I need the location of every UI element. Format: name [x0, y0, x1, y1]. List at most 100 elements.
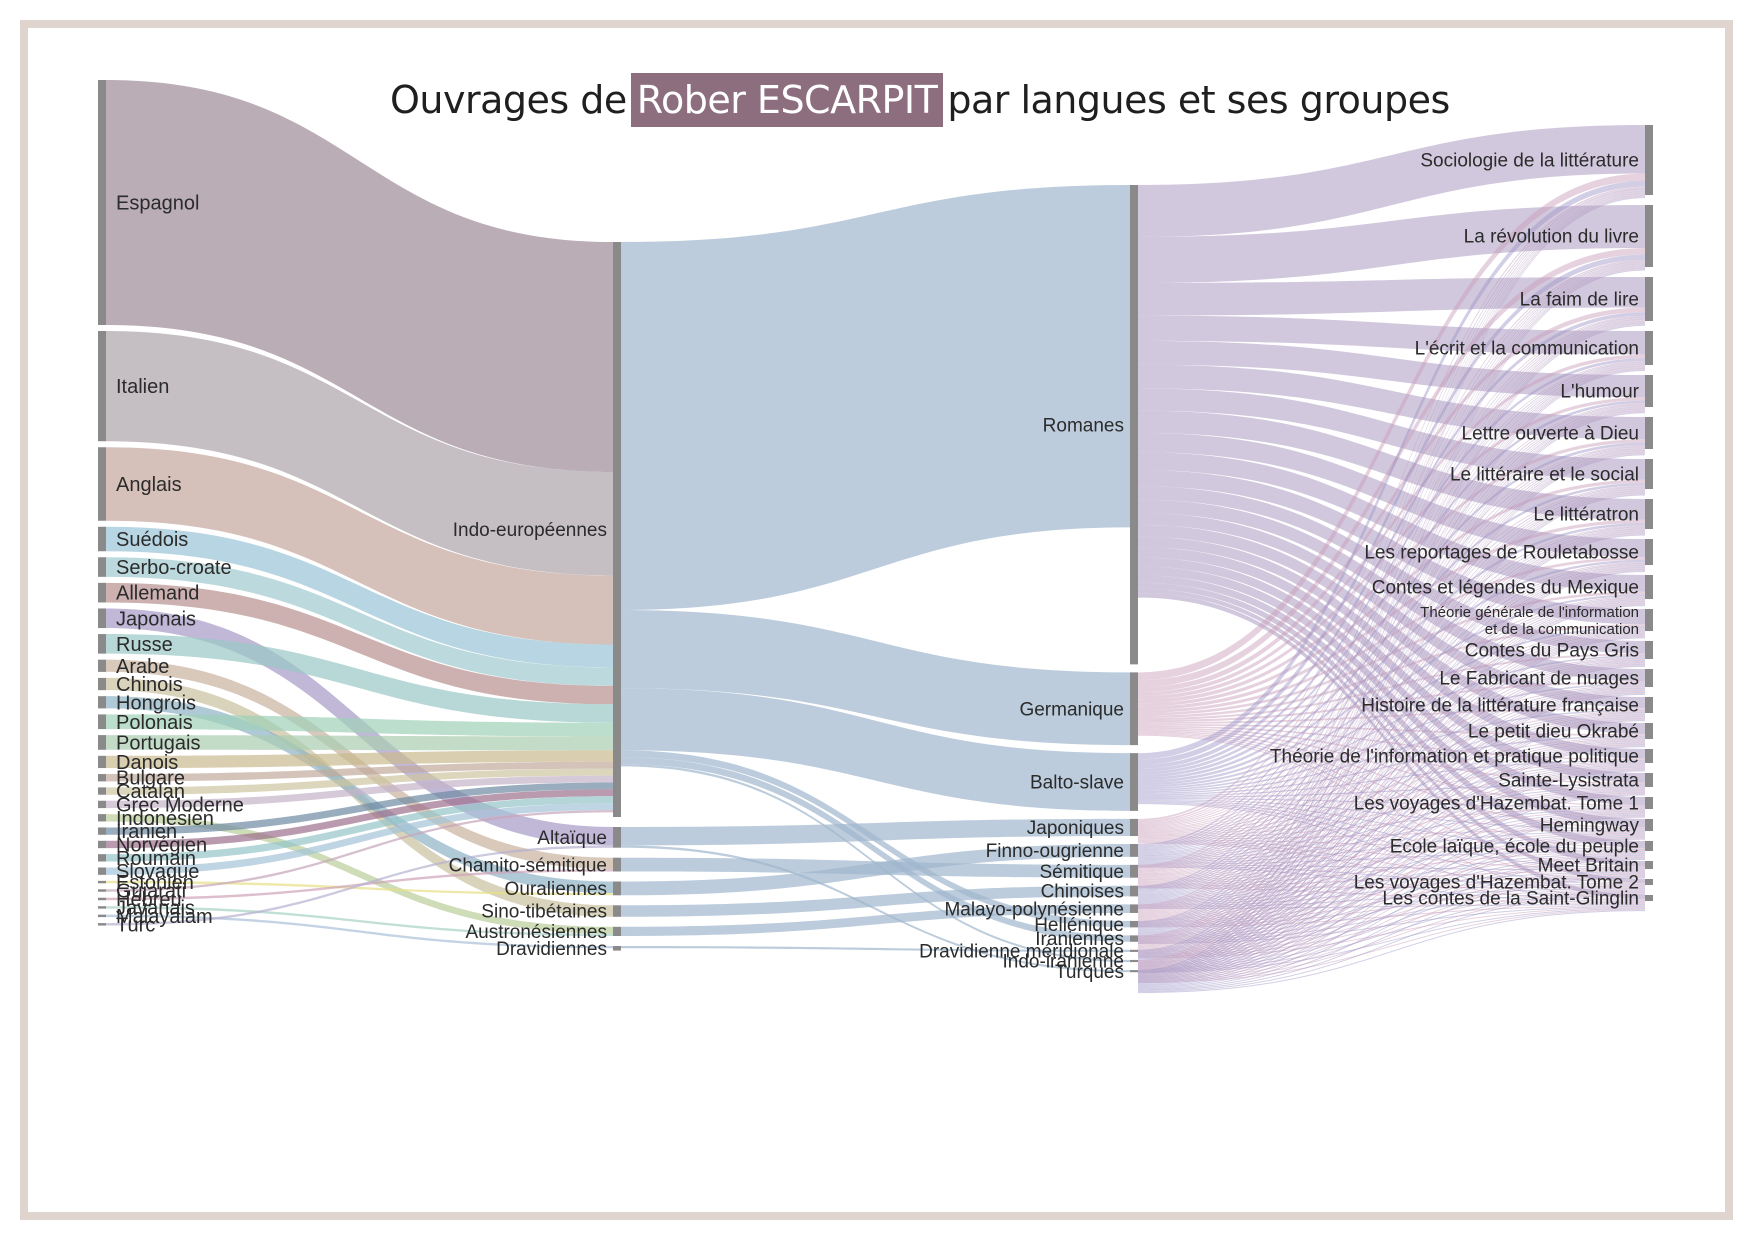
- label-theorie-generale-de-l-information-et-de-la-communication-0: Théorie générale de l'information: [1420, 604, 1639, 621]
- link-finno-ougrienne-sainte-lysistrata: [1138, 786, 1645, 862]
- link-chinoises-les-voyages-d-hazembat-tome-1: [1138, 810, 1645, 904]
- link-indo-europeennes-romanes: [621, 185, 1130, 610]
- link-romanes-hemingway: [1138, 566, 1645, 828]
- label-le-petit-dieu-okrabe: Le petit dieu Okrabé: [1468, 722, 1639, 743]
- link-romanes-histoire-de-la-litterature-francaise: [1138, 512, 1645, 709]
- link-malayo-polynesienne-theorie-generale-de-l-information-et-de-la-communication: [1138, 632, 1645, 916]
- link-chinoises-le-fabricant-de-nuages: [1138, 687, 1645, 899]
- link-japoniques-le-litteratron: [1138, 525, 1645, 829]
- node-slovaque: [98, 867, 106, 875]
- link-hellenique-le-litteratron: [1138, 530, 1645, 929]
- link-hellenique-les-voyages-d-hazembat-tome-1: [1138, 812, 1645, 939]
- link-romanes-contes-du-pays-gris: [1138, 486, 1645, 654]
- label-chamito-semitique: Chamito-sémitique: [449, 855, 607, 876]
- label-altaique: Altaïque: [537, 828, 607, 849]
- link-balto-slave-contes-du-pays-gris: [1138, 655, 1645, 792]
- node-germanique: [1130, 672, 1138, 746]
- link-malayo-polynesienne-theorie-de-l-information-et-pratique-politique: [1138, 765, 1645, 921]
- link-japoniques-sociologie-de-la-litterature: [1138, 186, 1645, 821]
- label-iraniennes: Iraniennes: [1035, 929, 1124, 950]
- label-espagnol: Espagnol: [116, 193, 199, 215]
- link-hellenique-contes-et-legendes-du-mexique: [1138, 601, 1645, 931]
- link-finno-ougrienne-le-litteraire-et-le-social: [1138, 486, 1645, 852]
- link-hellenique-les-reportages-de-rouletabosse: [1138, 566, 1645, 930]
- link-malayo-polynesienne-la-revolution-du-livre: [1138, 264, 1645, 907]
- link-turques-la-faim-de-lire: [1138, 324, 1645, 974]
- node-malayalam: [98, 914, 106, 918]
- link-semitique-les-voyages-d-hazembat-tome-1: [1138, 809, 1645, 884]
- link-germanique-les-voyages-d-hazembat-tome-2: [1138, 733, 1645, 885]
- node-chinoises: [1130, 885, 1138, 897]
- node-allemand: [98, 582, 106, 603]
- link-finno-ougrienne-les-voyages-d-hazembat-tome-1: [1138, 808, 1645, 863]
- label-roumain: Roumain: [116, 848, 196, 870]
- link-chinoises-lettre-ouverte-a-dieu: [1138, 448, 1645, 892]
- link-germanique-contes-et-legendes-du-mexique: [1138, 591, 1645, 716]
- link-turques-l-ecrit-et-la-communication: [1138, 370, 1645, 975]
- link-semitique-le-petit-dieu-okrabe: [1138, 739, 1645, 881]
- link-javanais-austronesiennes: [106, 906, 613, 936]
- link-japoniques-les-reportages-de-rouletabosse: [1138, 561, 1645, 830]
- link-anglais-indo-europeennes: [106, 447, 613, 645]
- link-germanique-sainte-lysistrata: [1138, 727, 1645, 785]
- link-catalan-indo-europeennes: [106, 768, 613, 795]
- link-malayo-polynesienne-lettre-ouverte-a-dieu: [1138, 449, 1645, 911]
- link-romanes-lettre-ouverte-a-dieu: [1138, 364, 1645, 440]
- link-finno-ougrienne-les-reportages-de-rouletabosse: [1138, 562, 1645, 854]
- node-danois: [98, 755, 106, 769]
- label-javanais: Javanais: [116, 897, 195, 919]
- link-malayalam-dravidiennes: [106, 914, 613, 949]
- link-chinoises-sociologie-de-la-litterature: [1138, 191, 1645, 887]
- link-balto-slave-histoire-de-la-litterature-francaise: [1138, 709, 1645, 795]
- link-balto-slave-le-fabricant-de-nuages: [1138, 683, 1645, 793]
- link-romanes-les-voyages-d-hazembat-tome-2: [1138, 588, 1645, 884]
- link-malayo-polynesienne-contes-du-pays-gris: [1138, 660, 1645, 917]
- link-germanique-les-contes-de-la-saint-glinglin: [1138, 734, 1645, 901]
- link-japoniques-le-litteraire-et-le-social: [1138, 485, 1645, 828]
- label-hellenique: Hellénique: [1034, 915, 1124, 936]
- link-semitique-sainte-lysistrata: [1138, 787, 1645, 883]
- link-iraniennes-contes-et-legendes-du-mexique: [1138, 602, 1645, 946]
- link-malayo-polynesienne-contes-et-legendes-du-mexique: [1138, 600, 1645, 915]
- link-chinoises-l-ecrit-et-la-communication: [1138, 364, 1645, 890]
- link-semitique-le-litteratron: [1138, 527, 1645, 874]
- link-iraniennes-le-fabricant-de-nuages: [1138, 690, 1645, 949]
- label-turques: Turques: [1055, 962, 1124, 983]
- link-iraniennes-lettre-ouverte-a-dieu: [1138, 451, 1645, 942]
- link-romanes-le-litteraire-et-le-social: [1138, 388, 1645, 480]
- link-iraniennes-les-reportages-de-rouletabosse: [1138, 567, 1645, 945]
- link-romanes-sociologie-de-la-litterature: [1138, 125, 1645, 237]
- node-espagnol: [98, 80, 106, 325]
- link-finno-ougrienne-le-petit-dieu-okrabe: [1138, 738, 1645, 860]
- link-turques-histoire-de-la-litterature-francaise: [1138, 720, 1645, 985]
- label-indo-europeennes: Indo-européennes: [453, 520, 607, 541]
- link-romanes-l-ecrit-et-la-communication: [1138, 315, 1645, 355]
- label-hongrois: Hongrois: [116, 692, 196, 714]
- link-japoniques-contes-et-legendes-du-mexique: [1138, 596, 1645, 831]
- label-indo-iranienne: Indo-iranienne: [1003, 952, 1124, 973]
- link-balto-slave-contes-et-legendes-du-mexique: [1138, 594, 1645, 788]
- link-finno-ougrienne-l-humour: [1138, 404, 1645, 850]
- link-germanique-histoire-de-la-litterature-francaise: [1138, 708, 1645, 724]
- link-serbo-croate-indo-europeennes: [106, 557, 613, 686]
- node-les-contes-de-la-saint-glinglin: [1645, 895, 1653, 901]
- link-iraniennes-hemingway: [1138, 835, 1645, 955]
- link-portugais-indo-europeennes: [106, 735, 613, 751]
- link-romanes-le-litteratron: [1138, 410, 1645, 520]
- label-serbo-croate: Serbo-croate: [116, 557, 232, 579]
- links-langues-familles: [106, 80, 613, 949]
- link-altaique-japoniques: [621, 818, 1130, 846]
- sankey-labels: Espagnol Italien Anglais Suédois Serbo-croat…: [116, 151, 1640, 983]
- label-romanes: Romanes: [1043, 415, 1124, 436]
- link-malayo-polynesienne-la-faim-de-lire: [1138, 319, 1645, 908]
- link-dravidienne-meridionale-contes-et-legendes-du-mexique: [1138, 603, 1645, 960]
- link-sino-tibetaines-chinoises: [621, 885, 1130, 917]
- link-dravidienne-meridionale-les-voyages-d-hazembat-tome-1: [1138, 814, 1645, 968]
- link-indo-iranienne-sociologie-de-la-litterature: [1138, 196, 1645, 961]
- node-theorie-de-l-information-et-pratique-politique: [1645, 749, 1653, 763]
- node-la-faim-de-lire: [1645, 277, 1653, 321]
- node-sociologie-de-la-litterature: [1645, 125, 1653, 195]
- link-germanique-theorie-generale-de-l-information-et-de-la-communication: [1138, 624, 1645, 719]
- link-chinoises-ecole-laique-ecole-du-peuple: [1138, 852, 1645, 906]
- link-japoniques-theorie-generale-de-l-information-et-de-la-communication: [1138, 628, 1645, 832]
